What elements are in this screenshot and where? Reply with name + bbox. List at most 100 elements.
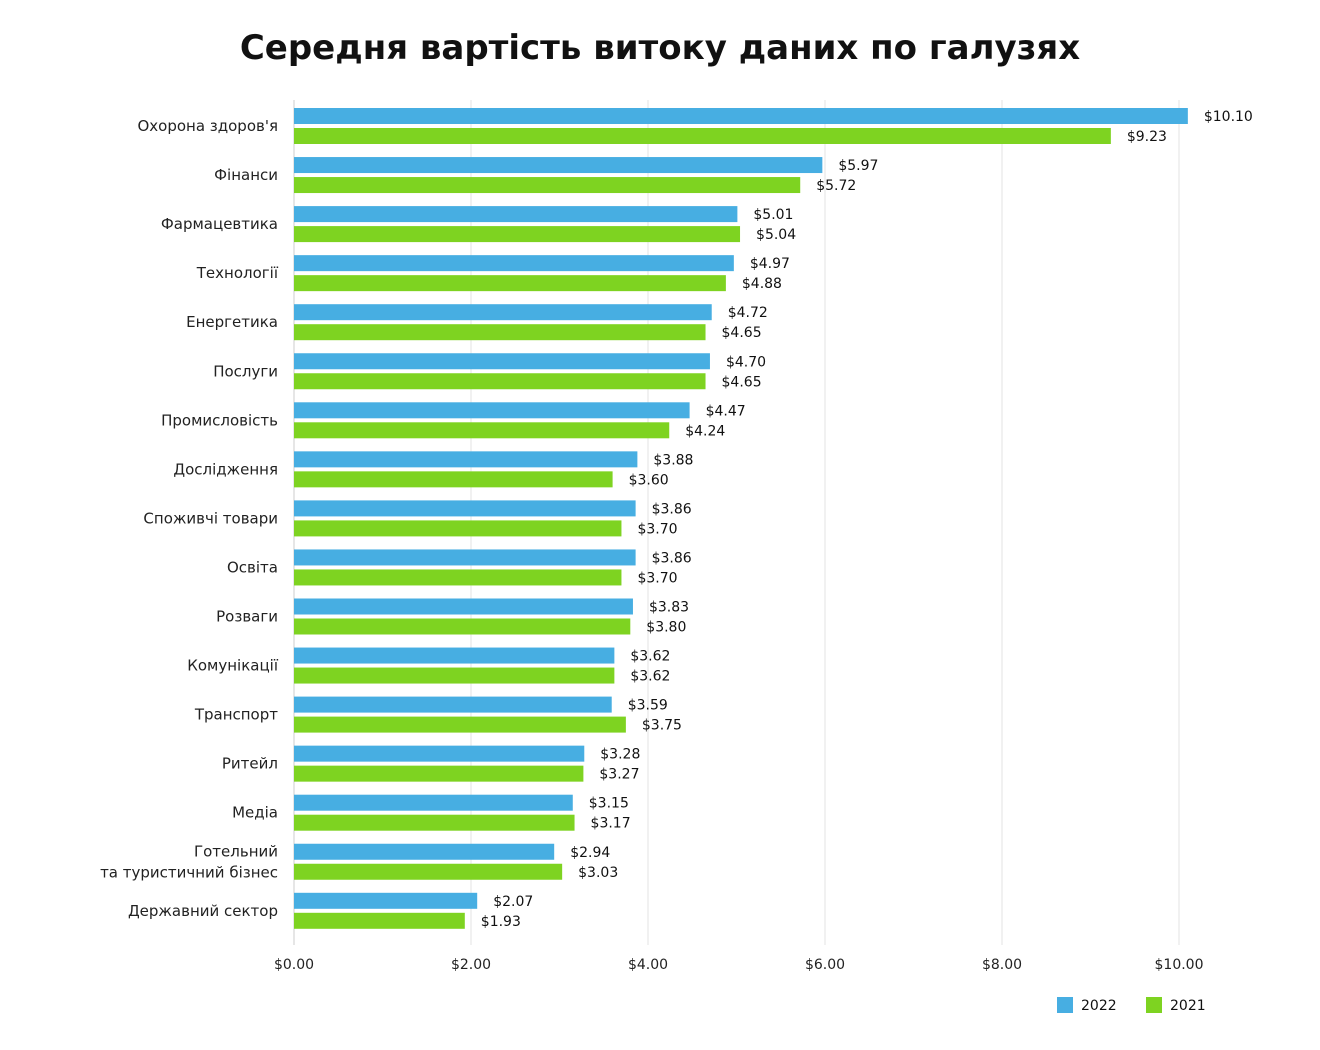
data-label: $3.86 [652,501,692,517]
bar-2022 [294,696,612,713]
bar-2021 [294,520,622,537]
data-label: $3.70 [637,521,677,537]
bar-2022 [294,304,712,321]
bar-2021 [294,275,726,292]
data-label: $3.03 [578,865,618,881]
data-label: $3.62 [630,669,670,685]
bar-2021 [294,912,465,929]
data-label: $10.10 [1204,109,1253,125]
category-label: Транспорт [194,706,278,724]
bar-2021 [294,863,563,880]
category-label: Фінанси [214,166,278,184]
chart-title: Середня вартість витоку даних по галузях [239,28,1081,68]
category-label: Готельний [194,842,278,860]
bar-2022 [294,255,734,272]
legend: 2022 2021 [1057,997,1206,1014]
bar-2022 [294,451,638,468]
category-label: Розваги [216,608,278,626]
data-label: $3.15 [589,796,629,812]
bar-2021 [294,471,613,488]
data-label: $5.04 [756,227,796,243]
data-label: $4.47 [706,403,746,419]
bar-2021 [294,667,615,684]
data-label: $4.72 [728,305,768,321]
bar-2021 [294,373,706,390]
category-label: Ритейл [222,755,278,773]
category-label: Технології [196,264,279,282]
value-labels: $10.10 $9.23 $5.97 $5.72 $5.01 $5.04 $4.97 $4.8… [481,109,1253,930]
data-label: $1.93 [481,914,521,930]
bar-2022 [294,549,636,566]
category-label: Освіта [227,558,278,576]
data-label: $5.01 [753,207,793,223]
data-label: $3.28 [600,747,640,763]
data-label: $3.83 [649,600,689,616]
data-label: $9.23 [1127,129,1167,145]
bar-2021 [294,226,741,243]
bar-2021 [294,324,706,341]
category-label: Промисловість [161,411,278,429]
bar-2022 [294,598,633,615]
legend-swatch [1146,997,1162,1013]
category-label: Дослідження [173,460,278,478]
category-label: та туристичний бізнес [100,863,278,881]
category-label: Фармацевтика [161,215,278,233]
category-label: Послуги [213,362,278,380]
data-label: $3.86 [652,550,692,566]
bar-2021 [294,569,622,586]
category-label: Охорона здоров'я [137,117,278,135]
bar-2021 [294,618,631,635]
bar-2021 [294,765,584,782]
bar-2022 [294,647,615,664]
data-label: $3.59 [628,698,668,714]
data-label: $4.88 [742,276,782,292]
data-label: $2.07 [493,894,533,910]
bar-2022 [294,108,1188,124]
bar-2022 [294,794,573,811]
category-label: Комунікації [187,657,279,675]
data-label: $3.70 [637,570,677,586]
x-tick-label: $10.00 [1155,957,1204,973]
data-label: $5.72 [816,178,856,194]
category-labels: Охорона здоров'я Фінанси Фармацевтика Техно… [100,117,279,920]
data-label: $4.97 [750,256,790,272]
legend-swatch [1057,997,1073,1013]
data-label: $4.65 [722,374,762,390]
bar-2022 [294,843,555,860]
data-label: $2.94 [570,845,610,861]
bar-2022 [294,353,710,370]
legend-label: 2022 [1081,998,1117,1014]
data-label: $3.62 [630,649,670,665]
data-label: $5.97 [838,158,878,174]
data-label: $4.70 [726,354,766,370]
x-tick-label: $0.00 [274,957,314,973]
bar-2022 [294,157,823,174]
category-label: Енергетика [186,313,278,331]
data-label: $3.27 [599,767,639,783]
bar-2022 [294,892,478,909]
x-tick-label: $8.00 [982,957,1022,973]
x-tick-label: $6.00 [805,957,845,973]
category-label: Державний сектор [128,902,278,920]
data-label: $3.80 [646,620,686,636]
data-label: $3.88 [653,452,693,468]
bar-2022 [294,500,636,517]
bar-2022 [294,402,690,419]
data-label: $3.17 [591,816,631,832]
bar-2021 [294,128,1111,144]
bar-2021 [294,422,670,439]
data-label: $3.60 [629,472,669,488]
bars [294,108,1188,929]
x-tick-label: $2.00 [451,957,491,973]
category-label: Медіа [232,804,278,822]
bar-2021 [294,716,626,733]
bar-2022 [294,206,738,223]
legend-label: 2021 [1170,998,1206,1014]
data-label: $3.75 [642,718,682,734]
x-axis-ticks: $0.00 $2.00 $4.00 $6.00 $8.00 $10.00 [274,957,1204,973]
x-tick-label: $4.00 [628,957,668,973]
category-label: Споживчі товари [143,509,278,527]
data-label: $4.24 [685,423,725,439]
bar-2021 [294,177,801,194]
